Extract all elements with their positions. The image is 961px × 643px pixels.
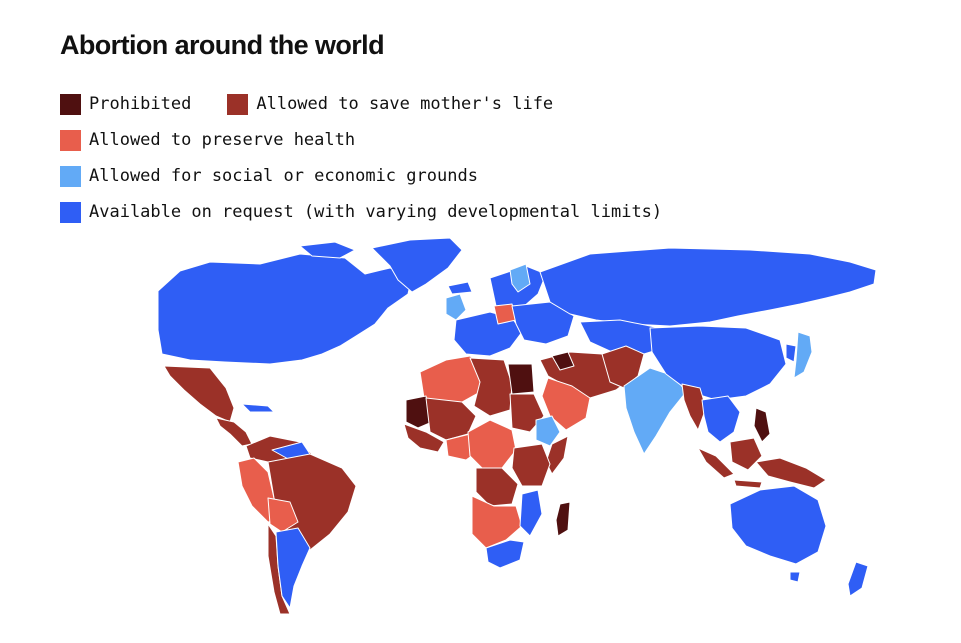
legend-label-prohibited: Prohibited <box>89 94 192 114</box>
region-new-zealand <box>847 561 869 597</box>
region-southern-africa <box>485 539 525 569</box>
region-russia <box>539 247 877 327</box>
region-indonesia-borneo <box>729 437 763 471</box>
legend-item-on-request: Available on request (with varying devel… <box>60 201 663 223</box>
region-australia <box>729 485 827 565</box>
region-east-africa <box>511 443 551 487</box>
region-arabian-peninsula <box>541 377 591 431</box>
legend: Prohibited Allowed to save mother's life… <box>60 86 698 230</box>
region-north-america <box>157 253 413 365</box>
legend-label-save-life: Allowed to save mother's life <box>256 94 554 114</box>
region-congo-drc <box>475 467 519 507</box>
map-title: Abortion around the world <box>60 30 385 60</box>
region-argentina-uruguay <box>275 527 311 609</box>
region-egypt <box>507 363 535 395</box>
world-map <box>157 237 877 615</box>
legend-item-prohibited: Prohibited <box>60 93 192 115</box>
region-southeast-asia <box>701 395 741 443</box>
legend-row-3: Allowed for social or economic grounds <box>60 158 698 194</box>
legend-item-social-economic: Allowed for social or economic grounds <box>60 165 478 187</box>
region-canada-arctic-islands <box>299 241 356 259</box>
region-iceland <box>447 281 473 295</box>
region-philippines <box>753 407 771 443</box>
region-libya-chad <box>469 357 513 417</box>
legend-label-on-request: Available on request (with varying devel… <box>89 202 663 222</box>
legend-swatch-prohibited <box>60 93 81 115</box>
region-mauritania <box>405 395 433 429</box>
region-korea <box>785 343 797 363</box>
region-ethiopia <box>535 415 561 447</box>
legend-item-preserve-health: Allowed to preserve health <box>60 129 356 151</box>
region-greenland <box>371 237 463 293</box>
region-central-africa <box>467 419 517 469</box>
legend-swatch-save-life <box>227 93 249 115</box>
region-bolivia-paraguay <box>267 497 299 533</box>
region-madagascar <box>555 501 571 537</box>
legend-label-preserve-health: Allowed to preserve health <box>89 130 356 150</box>
region-myanmar-bangladesh <box>681 383 707 431</box>
region-cuba <box>241 403 275 413</box>
region-japan <box>793 331 813 379</box>
region-central-america <box>215 417 253 447</box>
region-indonesia-east <box>755 457 827 489</box>
legend-label-social-economic: Allowed for social or economic grounds <box>89 166 478 186</box>
region-indonesia-sumatra <box>697 447 735 479</box>
region-uk-ireland <box>445 293 467 321</box>
region-iraq <box>551 351 575 371</box>
region-india <box>623 367 687 455</box>
legend-item-save-life: Allowed to save mother's life <box>227 93 554 115</box>
legend-swatch-preserve-health <box>60 129 81 151</box>
region-finland <box>509 263 531 293</box>
region-mexico <box>163 365 235 423</box>
region-west-coast <box>403 423 445 453</box>
region-tasmania <box>789 571 801 583</box>
region-china <box>649 325 787 401</box>
legend-swatch-on-request <box>60 201 81 223</box>
region-java <box>733 479 763 489</box>
legend-row-1: Prohibited Allowed to save mother's life <box>60 86 698 122</box>
region-angola-zambia <box>471 495 523 549</box>
legend-row-4: Available on request (with varying devel… <box>60 194 698 230</box>
legend-row-2: Allowed to preserve health <box>60 122 698 158</box>
region-mozambique <box>519 489 543 537</box>
legend-swatch-social-economic <box>60 165 81 187</box>
